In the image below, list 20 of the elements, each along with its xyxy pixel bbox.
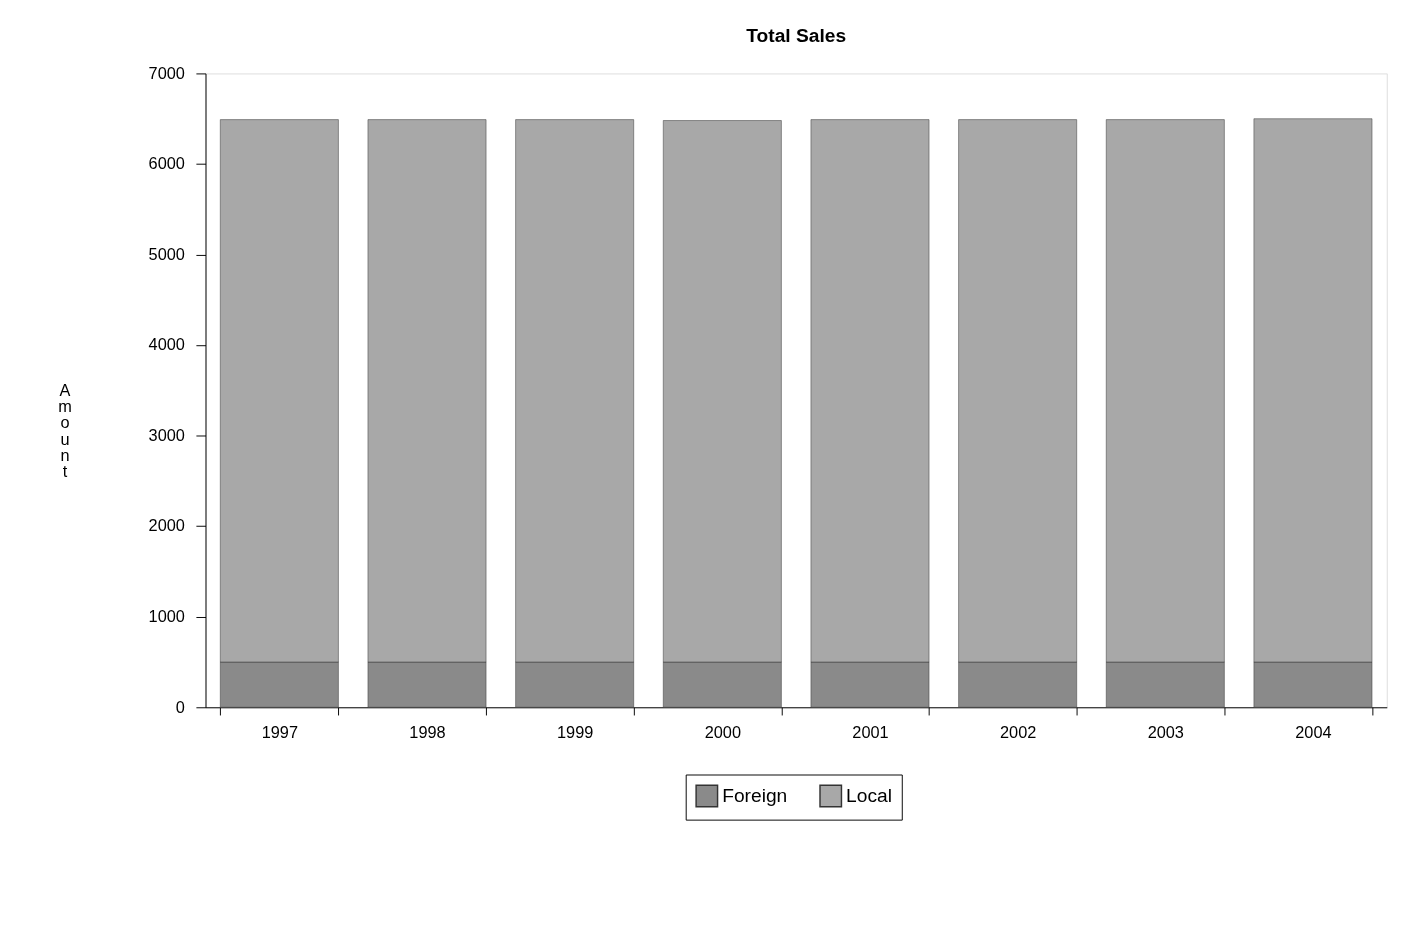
y-tick-label: 0 (175, 697, 185, 716)
y-tick-label: 4000 (148, 335, 185, 354)
y-tick-label: 7000 (148, 63, 185, 82)
x-tick-label: 2000 (704, 722, 741, 741)
x-tick-label: 2001 (852, 722, 889, 741)
y-tick-label: 5000 (148, 244, 185, 263)
x-tick-label: 2004 (1295, 722, 1332, 741)
x-tick-label: 1997 (261, 722, 298, 741)
x-tick-label: 1998 (409, 722, 446, 741)
chart-title: Total Sales (746, 24, 847, 46)
y-tick-label: 2000 (148, 516, 185, 535)
x-tick-label: 2002 (999, 722, 1037, 741)
y-axis-title: Amount (58, 380, 72, 481)
y-tick-label: 3000 (148, 425, 185, 444)
legend-label: Foreign (722, 784, 788, 806)
x-tick-label: 2003 (1147, 722, 1184, 741)
legend-label: Local (846, 784, 892, 806)
y-tick-label: 6000 (148, 154, 185, 173)
y-tick-label: 1000 (148, 607, 185, 626)
x-tick-label: 1999 (557, 722, 594, 741)
